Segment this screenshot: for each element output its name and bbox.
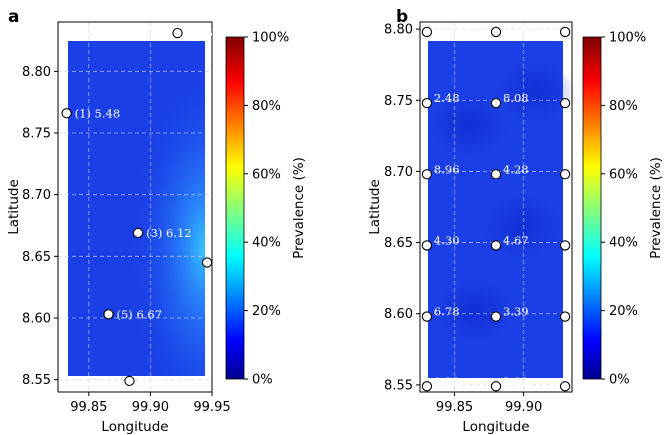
data-label: (2) 6.82: [186, 26, 232, 40]
colorbar-tick-label: 100%: [609, 31, 646, 46]
data-point: [559, 381, 571, 392]
data-label: (1) 5.48: [75, 106, 121, 120]
data-point: [201, 257, 213, 268]
y-tick-label: 8.60: [22, 312, 51, 327]
data-label: 2.48: [434, 91, 460, 105]
y-tick-label: 8.65: [384, 236, 413, 251]
x-tick-label: 99.85: [70, 400, 107, 415]
colorbar-tick-label: 0%: [252, 373, 273, 388]
heatmap-hotspot: [68, 41, 205, 376]
y-tick-label: 8.80: [384, 23, 413, 38]
colorbar-tick-label: 40%: [609, 236, 638, 251]
data-label: 6.30: [503, 20, 529, 34]
data-point: [172, 27, 183, 39]
data-point: [490, 97, 502, 109]
data-label: 8.96: [572, 20, 598, 34]
data-label: (6) 0.00: [137, 374, 183, 388]
data-label: 6.78: [434, 305, 460, 319]
axes-frame: [57, 21, 213, 393]
colorbar-tick-label: 20%: [609, 304, 638, 319]
data-label: 4.67: [503, 233, 529, 247]
colorbar-tick-label: 20%: [252, 304, 281, 319]
colorbar: [225, 36, 245, 380]
x-axis-label: Longitude: [101, 419, 168, 435]
data-point: [490, 311, 502, 322]
heatmap-shade: [496, 61, 576, 122]
data-point: [61, 108, 72, 119]
axes-frame: [419, 21, 573, 393]
heatmap-shade: [435, 280, 516, 341]
colorbar-tick-label: 80%: [252, 99, 281, 114]
data-point: [490, 240, 502, 251]
heatmap-shade: [428, 95, 509, 156]
data-point: [559, 26, 571, 38]
y-tick-label: 8.60: [384, 307, 413, 322]
colorbar-tick-label: 60%: [252, 167, 281, 182]
data-point: [559, 97, 571, 109]
y-tick-label: 8.80: [22, 65, 51, 80]
data-label: 0.23: [434, 374, 460, 388]
y-tick-label: 8.65: [22, 250, 51, 265]
data-point: [559, 169, 571, 180]
data-point: [421, 169, 433, 180]
x-axis-label: Longitude: [462, 419, 529, 435]
data-label: 4.30: [434, 233, 460, 247]
x-tick-label: 99.90: [505, 400, 542, 415]
data-point: [132, 227, 144, 239]
data-point: [559, 240, 571, 251]
y-tick-label: 8.75: [22, 127, 51, 142]
colorbar-label: Prevalence (%): [291, 157, 307, 259]
data-label: 3.39: [503, 305, 529, 319]
x-tick-label: 99.95: [193, 400, 230, 415]
data-label: 4.28: [503, 162, 529, 176]
colorbar-tick-label: 0%: [609, 373, 630, 388]
data-label: (3) 6.12: [146, 226, 192, 240]
y-tick-label: 8.70: [22, 188, 51, 203]
y-axis-label: Latitude: [367, 179, 383, 235]
data-label: 8.08: [503, 91, 529, 105]
colorbar: [582, 36, 602, 380]
panel-b: b 99.85 99.90 8.80 8.75 8.70 8.65 8.60 8.55 Longi…: [367, 7, 664, 435]
panel-label: a: [8, 7, 19, 27]
data-point: [490, 26, 502, 38]
data-label: 2.22: [503, 374, 529, 388]
data-point: [103, 309, 114, 320]
colorbar-tick-label: 80%: [609, 99, 638, 114]
data-point: [490, 169, 502, 180]
y-axis-label: Latitude: [6, 179, 22, 235]
data-point: [421, 311, 433, 322]
y-tick-label: 8.55: [22, 373, 51, 388]
data-point: [421, 97, 433, 109]
colorbar-tick-label: 60%: [609, 167, 638, 182]
data-point: [124, 375, 135, 387]
data-point: [421, 26, 433, 38]
data-label: (5) 6.67: [117, 307, 163, 321]
data-label: 8.96: [434, 162, 460, 176]
colorbar-tick-label: 100%: [252, 31, 289, 46]
panel-a: a 99.85 99.90 99.95 8.80 8.75 8.70 8.65 8.60 8.55…: [6, 7, 307, 435]
colorbar-tick-label: 40%: [252, 236, 281, 251]
data-point: [421, 381, 433, 392]
y-tick-label: 8.55: [384, 378, 413, 393]
x-tick-label: 99.85: [436, 400, 473, 415]
heatmap-shade: [482, 196, 563, 257]
data-point: [421, 240, 433, 251]
data-label: 4.83: [434, 20, 460, 34]
data-point: [559, 311, 571, 322]
y-tick-label: 8.70: [384, 165, 413, 180]
data-point: [490, 381, 502, 392]
colorbar-label: Prevalence (%): [648, 157, 664, 259]
panel-label: b: [396, 7, 408, 27]
y-tick-label: 8.75: [384, 94, 413, 109]
x-tick-label: 99.90: [132, 400, 169, 415]
